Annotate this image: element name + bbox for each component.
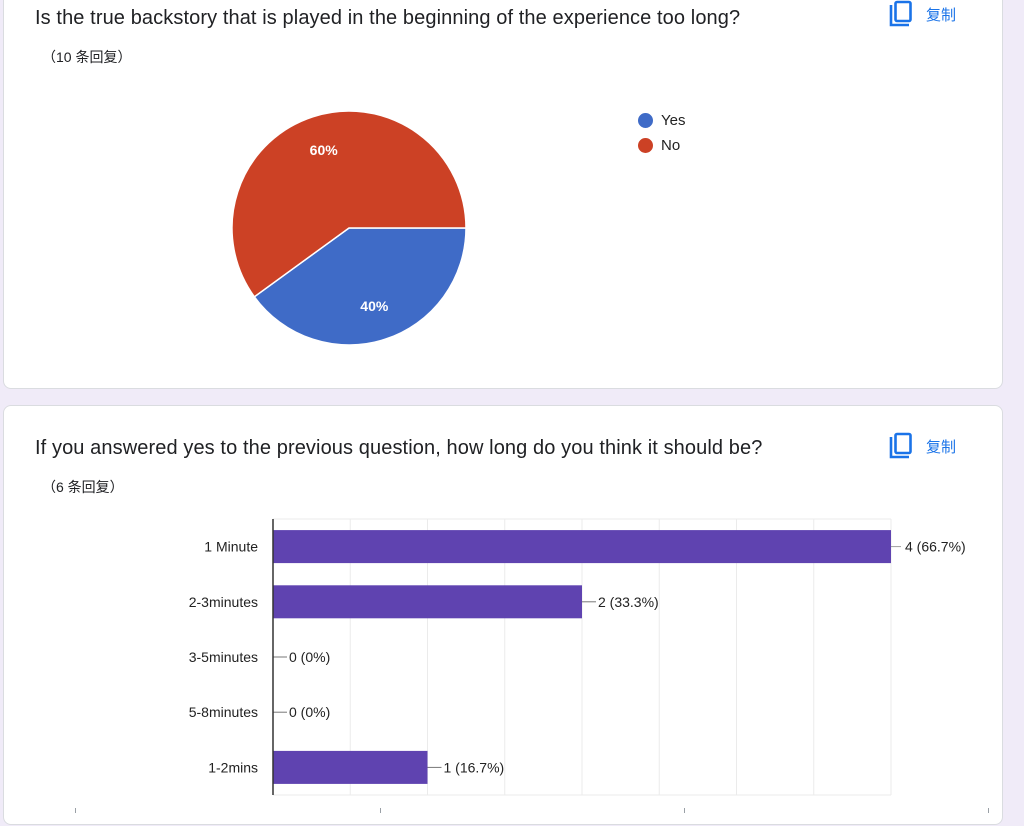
legend-label: No — [661, 137, 681, 154]
response-count: （6 条回复） — [42, 479, 124, 495]
response-count: （10 条回复） — [42, 49, 132, 65]
legend-item-yes[interactable]: Yes — [638, 108, 685, 133]
data-label: 1 (16.7%) — [444, 759, 505, 775]
bar[interactable] — [273, 585, 582, 619]
bar-chart: 1 Minute 4 (66.7%) 2-3minutes 2 (33.3%) 3-5m… — [189, 518, 966, 796]
legend-swatch — [638, 113, 653, 128]
pie-slice-label: 60% — [310, 142, 339, 158]
legend-swatch — [638, 138, 653, 153]
category-label: 2-3minutes — [189, 594, 258, 610]
data-label: 2 (33.3%) — [598, 594, 659, 610]
data-label: 0 (0%) — [289, 649, 330, 665]
category-label: 1 Minute — [204, 539, 258, 555]
data-label: 0 (0%) — [289, 704, 330, 720]
bar[interactable] — [273, 750, 428, 784]
pie-slice-label: 40% — [360, 298, 389, 314]
data-label: 4 (66.7%) — [905, 539, 966, 555]
category-label: 3-5minutes — [189, 649, 258, 665]
copy-icon — [889, 432, 912, 459]
copy-button[interactable]: 复制 — [888, 0, 956, 29]
category-label: 5-8minutes — [189, 704, 258, 720]
legend-item-no[interactable]: No — [638, 133, 685, 158]
copy-button[interactable]: 复制 — [888, 431, 956, 461]
bar[interactable] — [273, 530, 891, 564]
legend-label: Yes — [661, 112, 686, 129]
question-card-1: Is the true backstory that is played in … — [3, 0, 1003, 389]
copy-label: 复制 — [926, 5, 957, 24]
category-label: 1-2mins — [208, 759, 258, 775]
pie-chart: 40% 60% — [231, 110, 467, 346]
question-title: Is the true backstory that is played in … — [35, 7, 741, 29]
pie-slice-yes[interactable] — [253, 227, 467, 346]
pie-slice-no[interactable] — [231, 110, 467, 298]
copy-label: 复制 — [926, 437, 957, 456]
copy-icon — [889, 0, 912, 27]
question-title: If you answered yes to the previous ques… — [35, 437, 763, 459]
chart-legend: Yes No — [638, 108, 685, 158]
question-card-2: If you answered yes to the previous ques… — [3, 405, 1003, 825]
